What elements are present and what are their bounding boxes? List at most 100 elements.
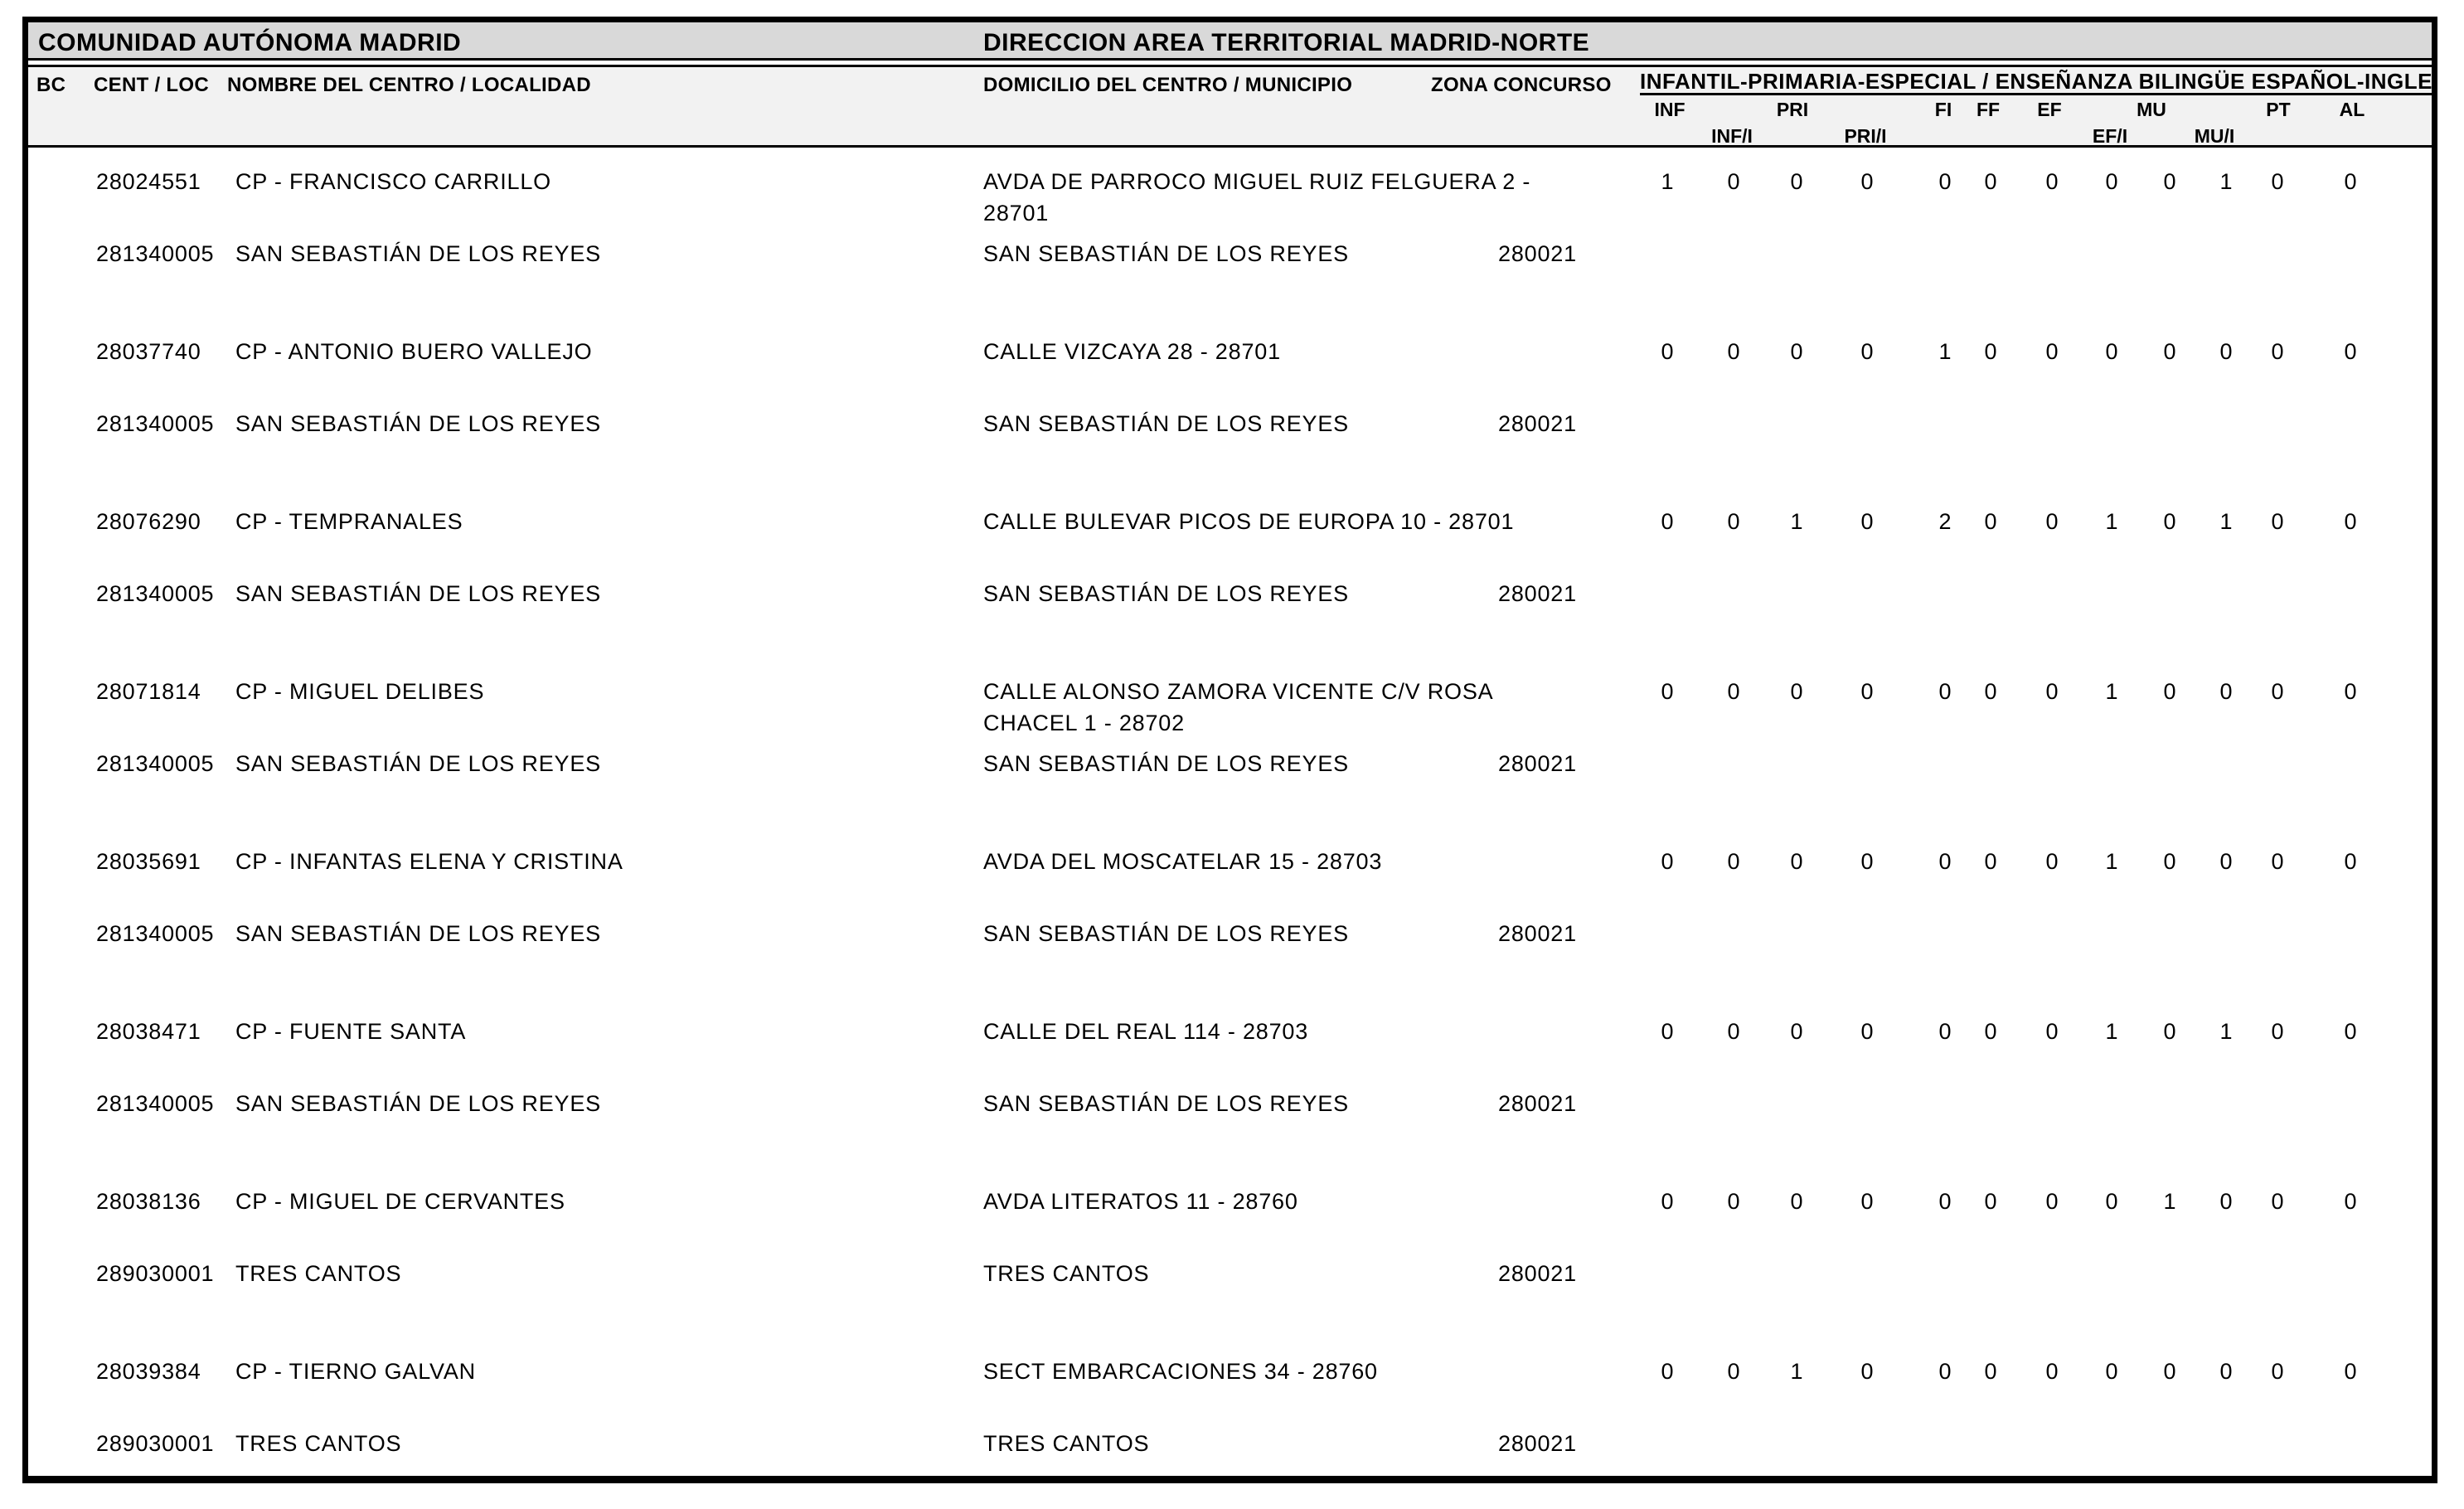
vacancy-count-ef: 0 bbox=[2045, 169, 2059, 194]
sub-column-label: MU/I bbox=[2194, 125, 2235, 147]
vacancy-count-pri: 0 bbox=[1790, 339, 1803, 364]
double-rule-gap bbox=[28, 61, 2432, 65]
area-title: DIRECCION AREA TERRITORIAL MADRID-NORTE bbox=[983, 29, 1590, 56]
vacancy-count-inf: 0 bbox=[1661, 679, 1674, 704]
vacancy-count-pri-i: 0 bbox=[1860, 1019, 1874, 1044]
vacancy-count-ef: 0 bbox=[2045, 849, 2059, 874]
sub-column-label: AL bbox=[2339, 99, 2365, 120]
vacancy-count-pri: 1 bbox=[1790, 1359, 1803, 1384]
vacancy-count-pt: 0 bbox=[2271, 509, 2284, 534]
locality-code: 281340005 bbox=[96, 581, 215, 606]
vacancy-count-ef-i: 0 bbox=[2105, 169, 2118, 194]
centre-code: 28039384 bbox=[96, 1359, 201, 1384]
vacancy-count-ef-i: 0 bbox=[2105, 1189, 2118, 1214]
locality-code: 281340005 bbox=[96, 751, 215, 776]
vacancy-count-pri-i: 0 bbox=[1860, 509, 1874, 534]
vacancy-count-pri-i: 0 bbox=[1860, 849, 1874, 874]
title-band: COMUNIDAD AUTÓNOMA MADRID DIRECCION AREA… bbox=[28, 22, 2432, 61]
locality-code: 281340005 bbox=[96, 1091, 215, 1116]
municipality: SAN SEBASTIÁN DE LOS REYES bbox=[983, 581, 1349, 606]
vacancy-count-ff: 0 bbox=[1984, 1359, 1997, 1384]
centre-address: AVDA DE PARROCO MIGUEL RUIZ FELGUERA 2 - bbox=[983, 169, 1531, 194]
vacancy-count-al: 0 bbox=[2344, 679, 2357, 704]
vacancy-count-pt: 0 bbox=[2271, 339, 2284, 364]
vacancy-count-pt: 0 bbox=[2271, 679, 2284, 704]
vacancy-count-ff: 0 bbox=[1984, 849, 1997, 874]
vacancy-count-pri: 0 bbox=[1790, 679, 1803, 704]
vacancy-count-pt: 0 bbox=[2271, 169, 2284, 194]
vacancy-count-inf: 0 bbox=[1661, 1189, 1674, 1214]
table-row: 28039384 CP - TIERNO GALVAN SECT EMBARCACI… bbox=[28, 1352, 2432, 1468]
vacancy-count-inf-i: 0 bbox=[1727, 1019, 1740, 1044]
locality-code: 289030001 bbox=[96, 1261, 215, 1286]
vacancy-count-mu-i: 1 bbox=[2219, 169, 2233, 194]
locality-code: 281340005 bbox=[96, 921, 215, 946]
vacancy-count-mu-i: 0 bbox=[2219, 339, 2233, 364]
sub-column-label: INF bbox=[1654, 99, 1686, 120]
vacancy-count-inf-i: 0 bbox=[1727, 1189, 1740, 1214]
centre-address-line2: CHACEL 1 - 28702 bbox=[983, 711, 1185, 735]
centre-name: CP - MIGUEL DE CERVANTES bbox=[235, 1189, 565, 1214]
table-body: 28024551 CP - FRANCISCO CARRILLO AVDA DE P… bbox=[28, 148, 2432, 1468]
centre-name: CP - ANTONIO BUERO VALLEJO bbox=[235, 339, 593, 364]
vacancy-count-mu: 1 bbox=[2163, 1189, 2176, 1214]
table-row: 28024551 CP - FRANCISCO CARRILLO AVDA DE P… bbox=[28, 163, 2432, 332]
sub-column-label: INF/I bbox=[1711, 125, 1753, 147]
centre-address: AVDA LITERATOS 11 - 28760 bbox=[983, 1189, 1298, 1214]
centre-code: 28035691 bbox=[96, 849, 201, 874]
vacancy-count-mu: 0 bbox=[2163, 1019, 2176, 1044]
vacancy-count-ef: 0 bbox=[2045, 1019, 2059, 1044]
municipality: TRES CANTOS bbox=[983, 1261, 1150, 1286]
municipality: SAN SEBASTIÁN DE LOS REYES bbox=[983, 921, 1349, 946]
table-row: 28035691 CP - INFANTAS ELENA Y CRISTINA AV… bbox=[28, 842, 2432, 1012]
vacancy-count-al: 0 bbox=[2344, 169, 2357, 194]
col-header-nombre: NOMBRE DEL CENTRO / LOCALIDAD bbox=[227, 74, 591, 96]
vacancy-count-pri: 0 bbox=[1790, 169, 1803, 194]
vacancy-count-mu-i: 1 bbox=[2219, 1019, 2233, 1044]
municipality: SAN SEBASTIÁN DE LOS REYES bbox=[983, 751, 1349, 776]
vacancy-count-ef-i: 0 bbox=[2105, 339, 2118, 364]
vacancy-count-pri-i: 0 bbox=[1860, 1189, 1874, 1214]
column-header-band: BC CENT / LOC NOMBRE DEL CENTRO / LOCALI… bbox=[28, 65, 2432, 148]
zona-concurso-value: 280021 bbox=[1498, 751, 1577, 776]
sub-column-label: FF bbox=[1976, 99, 2001, 120]
vacancy-count-ff: 0 bbox=[1984, 339, 1997, 364]
col-header-bc: BC bbox=[36, 74, 66, 96]
table-row: 28038471 CP - FUENTE SANTA CALLE DEL REAL … bbox=[28, 1012, 2432, 1182]
vacancy-count-ef-i: 1 bbox=[2105, 509, 2118, 534]
vacancy-count-inf-i: 0 bbox=[1727, 169, 1740, 194]
centre-code: 28076290 bbox=[96, 509, 201, 534]
vacancy-count-al: 0 bbox=[2344, 509, 2357, 534]
centre-address-line2: 28701 bbox=[983, 201, 1050, 226]
vacancy-count-ef: 0 bbox=[2045, 1359, 2059, 1384]
centre-address: CALLE ALONSO ZAMORA VICENTE C/V ROSA bbox=[983, 679, 1494, 704]
vacancy-count-pri-i: 0 bbox=[1860, 1359, 1874, 1384]
centre-address: AVDA DEL MOSCATELAR 15 - 28703 bbox=[983, 849, 1383, 874]
sub-column-label: MU bbox=[2137, 99, 2166, 120]
vacancy-count-pri: 0 bbox=[1790, 1189, 1803, 1214]
vacancy-count-al: 0 bbox=[2344, 1019, 2357, 1044]
locality-name: SAN SEBASTIÁN DE LOS REYES bbox=[235, 241, 601, 266]
vacancy-count-ef-i: 1 bbox=[2105, 849, 2118, 874]
vacancy-count-ef: 0 bbox=[2045, 1189, 2059, 1214]
col-header-cent-loc: CENT / LOC bbox=[94, 74, 209, 96]
table-row: 28037740 CP - ANTONIO BUERO VALLEJO CALLE … bbox=[28, 332, 2432, 502]
centre-address: CALLE VIZCAYA 28 - 28701 bbox=[983, 339, 1281, 364]
vacancy-count-pri: 0 bbox=[1790, 849, 1803, 874]
zona-concurso-value: 280021 bbox=[1498, 241, 1577, 266]
municipality: TRES CANTOS bbox=[983, 1431, 1150, 1456]
centre-address: CALLE DEL REAL 114 - 28703 bbox=[983, 1019, 1309, 1044]
vacancy-count-mu: 0 bbox=[2163, 849, 2176, 874]
vacancy-count-ff: 0 bbox=[1984, 509, 1997, 534]
col-header-zona: ZONA CONCURSO bbox=[1431, 74, 1612, 96]
vacancy-count-pt: 0 bbox=[2271, 849, 2284, 874]
centre-name: CP - FUENTE SANTA bbox=[235, 1019, 467, 1044]
vacancy-count-inf-i: 0 bbox=[1727, 339, 1740, 364]
municipality: SAN SEBASTIÁN DE LOS REYES bbox=[983, 241, 1349, 266]
column-group-title: INFANTIL-PRIMARIA-ESPECIAL / ENSEÑANZA B… bbox=[1640, 69, 2432, 94]
municipality: SAN SEBASTIÁN DE LOS REYES bbox=[983, 1091, 1349, 1116]
zona-concurso-value: 280021 bbox=[1498, 1091, 1577, 1116]
locality-name: SAN SEBASTIÁN DE LOS REYES bbox=[235, 921, 601, 946]
vacancy-count-mu-i: 0 bbox=[2219, 849, 2233, 874]
vacancy-count-al: 0 bbox=[2344, 1359, 2357, 1384]
